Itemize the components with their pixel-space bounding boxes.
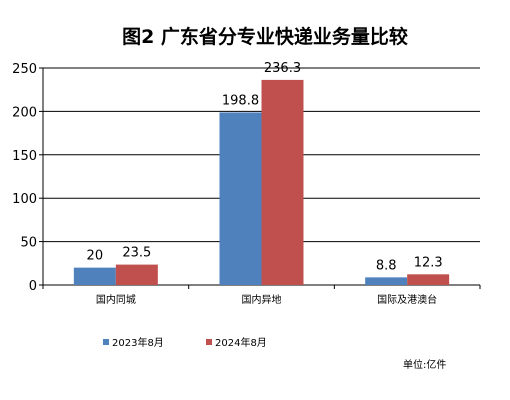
legend-label-2024: 2024年8月 bbox=[215, 336, 267, 349]
data-label: 198.8 bbox=[222, 93, 259, 108]
data-label: 20 bbox=[87, 249, 104, 264]
bar-2024-1 bbox=[261, 79, 304, 285]
legend-swatch-2024 bbox=[206, 339, 212, 345]
legend-swatch-2023 bbox=[103, 339, 109, 345]
y-tick-label: 0 bbox=[29, 279, 37, 294]
x-category-label: 国内同城 bbox=[96, 293, 136, 306]
y-tick-label: 200 bbox=[12, 105, 37, 120]
y-tick-label: 50 bbox=[20, 236, 37, 251]
data-label: 23.5 bbox=[122, 246, 151, 261]
y-tick-label: 250 bbox=[12, 62, 37, 77]
bar-2023-1 bbox=[219, 112, 262, 286]
data-label: 8.8 bbox=[376, 258, 397, 273]
x-category-label: 国际及港澳台 bbox=[377, 293, 437, 306]
data-label: 236.3 bbox=[264, 61, 301, 76]
data-label: 12.3 bbox=[414, 255, 443, 270]
y-tick-label: 100 bbox=[12, 192, 37, 207]
axes: 0 50 100 150 200 250 国内同城 国内异地 国际及港澳台 bbox=[12, 62, 481, 306]
chart-title: 图2 广东省分专业快递业务量比较 bbox=[122, 25, 408, 48]
y-tick-label: 150 bbox=[12, 149, 37, 164]
bar-2023-0 bbox=[73, 267, 116, 285]
bar-2023-2 bbox=[365, 277, 408, 285]
data-labels: 20 23.5 198.8 236.3 8.8 12.3 bbox=[87, 61, 443, 273]
legend: 2023年8月 2024年8月 bbox=[103, 336, 267, 349]
legend-label-2023: 2023年8月 bbox=[112, 336, 164, 349]
bars bbox=[73, 79, 450, 286]
bar-2024-0 bbox=[115, 264, 158, 285]
unit-note: 单位:亿件 bbox=[403, 358, 446, 371]
x-category-label: 国内异地 bbox=[242, 293, 282, 306]
bar-2024-2 bbox=[407, 274, 450, 285]
